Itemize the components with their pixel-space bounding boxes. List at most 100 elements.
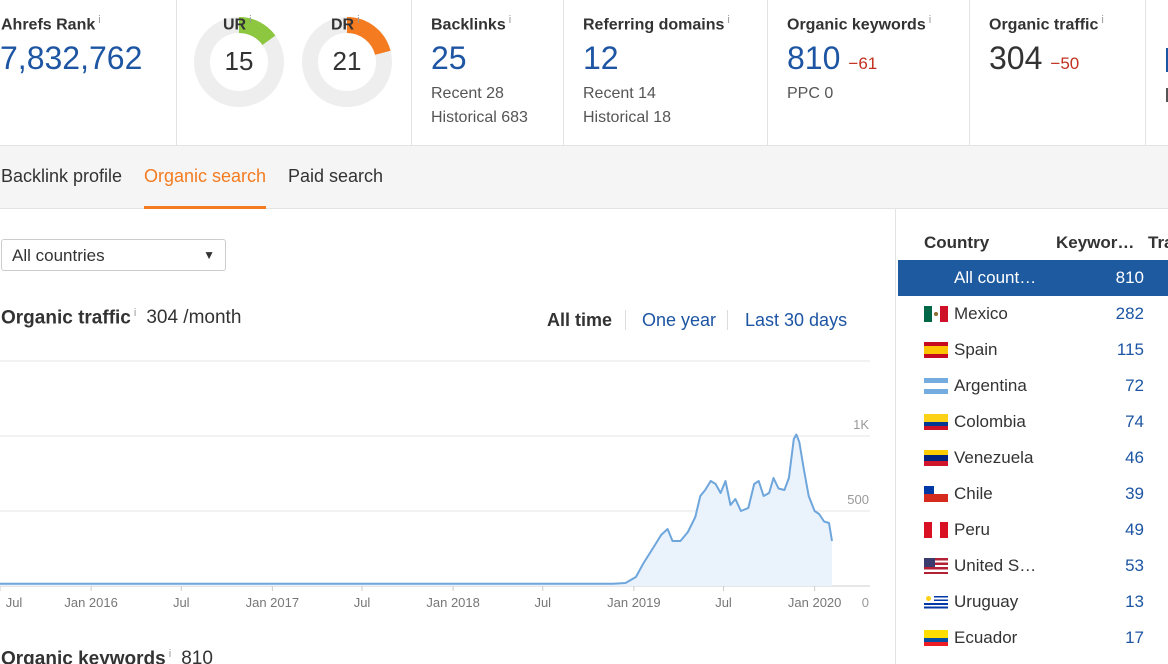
country-row[interactable]: Mexico 282 (898, 296, 1168, 332)
country-row[interactable]: Colombia 74 (898, 404, 1168, 440)
ur-label: UR i (223, 14, 252, 34)
info-icon[interactable]: i (928, 14, 932, 26)
organic-keywords-title: Organic keywords i 810 (1, 648, 213, 664)
range-last-30-days[interactable]: Last 30 days (745, 310, 848, 330)
referring-domains-metric: Referring domains i 12 Recent 14 Historic… (564, 0, 768, 146)
range-all-time[interactable]: All time (547, 310, 613, 330)
country-row[interactable]: Peru 49 (898, 512, 1168, 548)
traffic-column-header[interactable]: Tra (1148, 233, 1168, 252)
keywords-column-header[interactable]: Keywor… (1056, 233, 1135, 252)
info-icon[interactable]: i (98, 14, 101, 26)
country-keyword-count[interactable]: 53 (1125, 556, 1144, 575)
flag-part (924, 388, 948, 394)
country-keyword-count[interactable]: 49 (1125, 520, 1144, 539)
info-icon[interactable]: i (357, 14, 360, 26)
flag-part (924, 594, 934, 603)
organic-traffic-metric: Organic traffic i 304 −50 (970, 0, 1146, 146)
referring-domains-recent[interactable]: Recent 14 (583, 85, 656, 102)
country-row[interactable]: Venezuela 46 (898, 440, 1168, 476)
country-keyword-count[interactable]: 282 (1115, 304, 1144, 323)
flag-part (924, 306, 948, 322)
flag-part (924, 306, 932, 322)
dr-label: DR i (331, 14, 360, 34)
organic-keywords-metric: Organic keywords i 810 −61 PPC 0 (768, 0, 970, 146)
organic-traffic-chart[interactable]: 0 500 1K 1.5K Jul Jan 2016 Jul Jan 2017 Jul Jan 2… (0, 356, 880, 618)
flag-part (924, 460, 948, 466)
country-name: Uruguay (954, 592, 1019, 611)
dr-gauge[interactable] (301, 16, 393, 108)
country-keyword-count[interactable]: 13 (1125, 592, 1144, 611)
referring-domains-value[interactable]: 12 (583, 40, 619, 76)
organic-traffic-value[interactable]: 304 −50 (989, 40, 1080, 76)
organic-keywords-label: Organic keywords i (787, 14, 932, 34)
flag-part (924, 522, 932, 538)
tab-organic-search[interactable]: Organic search (144, 166, 267, 209)
organic-keywords-value[interactable]: 810 −61 (787, 40, 878, 76)
chevron-down-icon: ▼ (203, 248, 215, 262)
backlinks-value[interactable]: 25 (431, 40, 467, 76)
x-tick-label: Jul (534, 595, 551, 610)
ppc-keywords[interactable]: PPC 0 (787, 85, 834, 102)
next-metric-partial (1146, 0, 1168, 146)
country-keyword-count[interactable]: 17 (1125, 628, 1144, 647)
country-keyword-count[interactable]: 46 (1125, 448, 1144, 467)
ahrefs-rank-value[interactable]: 7,832,762 (0, 40, 143, 76)
country-keyword-count[interactable]: 39 (1125, 484, 1144, 503)
flag-part (926, 595, 932, 601)
ur-gauge[interactable] (193, 16, 285, 108)
country-name: Colombia (954, 412, 1026, 431)
organic-traffic-delta: −50 (1050, 54, 1080, 73)
flag-part (940, 306, 948, 322)
chile-flag-icon (924, 486, 948, 502)
dr-value: 21 (332, 46, 362, 76)
country-column-header[interactable]: Country (924, 233, 990, 252)
x-tick-label: Jan 2016 (64, 595, 118, 610)
referring-domains-label: Referring domains i (583, 14, 730, 34)
x-tick-label: Jan 2020 (788, 595, 842, 610)
spain-flag-icon (924, 342, 948, 358)
country-row[interactable]: Chile 39 (898, 476, 1168, 512)
organic-traffic-label: Organic traffic i (989, 14, 1104, 34)
flag-part (933, 486, 948, 494)
country-keyword-count[interactable]: 74 (1125, 412, 1144, 431)
info-icon[interactable]: i (133, 307, 137, 319)
partial-metric-sub (1166, 88, 1168, 102)
country-keyword-count[interactable]: 72 (1125, 376, 1144, 395)
info-icon[interactable]: i (727, 14, 730, 26)
country-row[interactable]: Spain 115 (898, 332, 1168, 368)
info-icon[interactable]: i (1101, 14, 1104, 26)
backlinks-metric: Backlinks i 25 Recent 28 Historical 683 (412, 0, 564, 146)
country-row[interactable]: Argentina 72 (898, 368, 1168, 404)
info-icon[interactable]: i (249, 14, 252, 26)
country-row[interactable]: All count… 810 (898, 260, 1168, 296)
backlinks-historical[interactable]: Historical 683 (431, 109, 528, 126)
info-icon[interactable]: i (508, 14, 512, 26)
tab-paid-search[interactable]: Paid search (288, 166, 384, 186)
backlinks-label: Backlinks i (431, 14, 512, 34)
flag-part (932, 306, 940, 322)
flag-part (924, 378, 948, 384)
ahrefs-rank-metric: Ahrefs Rank i 7,832,762 (0, 0, 177, 146)
tab-backlink-profile[interactable]: Backlink profile (1, 166, 123, 186)
country-keyword-count[interactable]: 115 (1116, 340, 1144, 359)
country-row[interactable]: Ecuador 17 (898, 620, 1168, 656)
x-tick-label: Jul (173, 595, 190, 610)
range-one-year[interactable]: One year (642, 310, 717, 330)
flag-part (924, 494, 948, 502)
traffic-line (0, 433, 833, 585)
ur-value: 15 (224, 46, 254, 76)
country-keyword-count[interactable]: 810 (1115, 268, 1144, 287)
country-select[interactable]: All countries ▼ (1, 239, 226, 271)
referring-domains-historical[interactable]: Historical 18 (583, 109, 672, 126)
country-row[interactable]: Uruguay 13 (898, 584, 1168, 620)
info-icon[interactable]: i (168, 648, 172, 660)
ecuador-flag-icon (924, 630, 948, 646)
flag-part (932, 522, 940, 538)
range-divider (727, 310, 728, 330)
flag-part (924, 486, 948, 494)
backlinks-recent[interactable]: Recent 28 (431, 85, 504, 102)
flag-part (924, 450, 948, 456)
country-row[interactable]: United S… 53 (898, 548, 1168, 584)
flag-part (924, 486, 934, 494)
country-panel: Country Keywor… Tra All count… 810 Mexico 2… (895, 209, 1168, 664)
